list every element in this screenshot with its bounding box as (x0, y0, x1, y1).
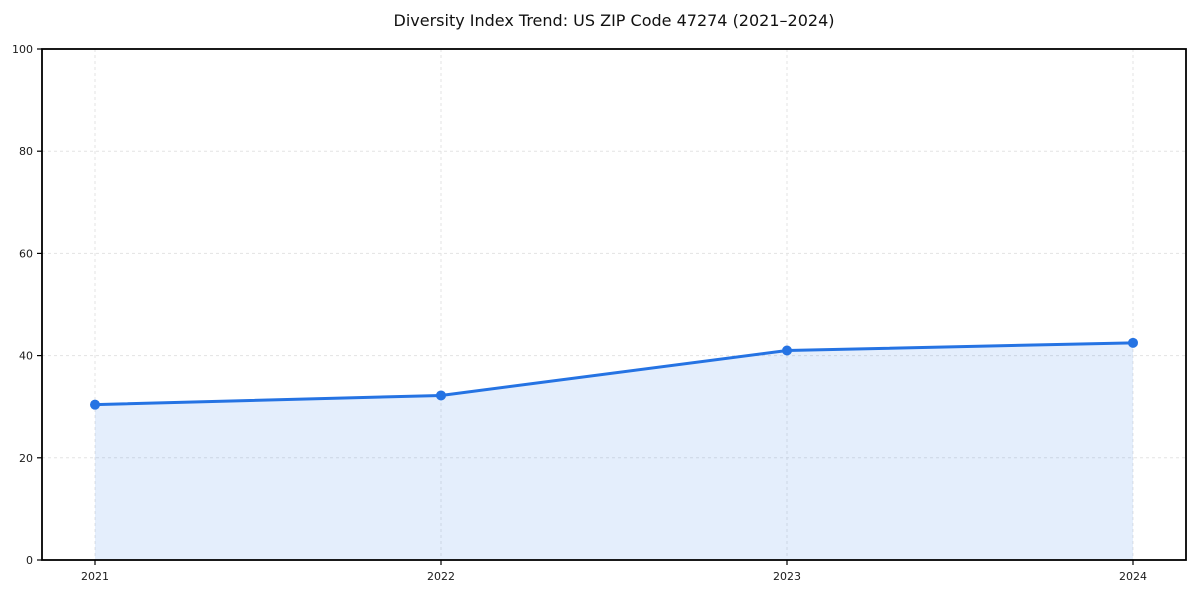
x-tick-label: 2021 (81, 570, 109, 583)
y-tick-label: 80 (19, 145, 33, 158)
y-tick-label: 60 (19, 247, 33, 260)
trend-line (93, 341, 1135, 407)
data-point-marker (436, 390, 446, 401)
area-fill (95, 342, 1133, 560)
y-tick-label: 100 (12, 43, 33, 56)
data-point-marker (1128, 337, 1138, 348)
y-tick-label: 0 (26, 554, 33, 567)
y-tick-label: 20 (19, 452, 33, 465)
axes-frame (41, 48, 1187, 561)
x-tick-label: 2023 (773, 570, 801, 583)
y-tick-label: 40 (19, 350, 33, 363)
x-tick-label: 2022 (427, 570, 455, 583)
x-tick-label: 2024 (1119, 570, 1147, 583)
data-point-marker (782, 345, 792, 356)
data-point-marker (90, 399, 100, 410)
chart-title: Diversity Index Trend: US ZIP Code 47274… (393, 11, 835, 30)
